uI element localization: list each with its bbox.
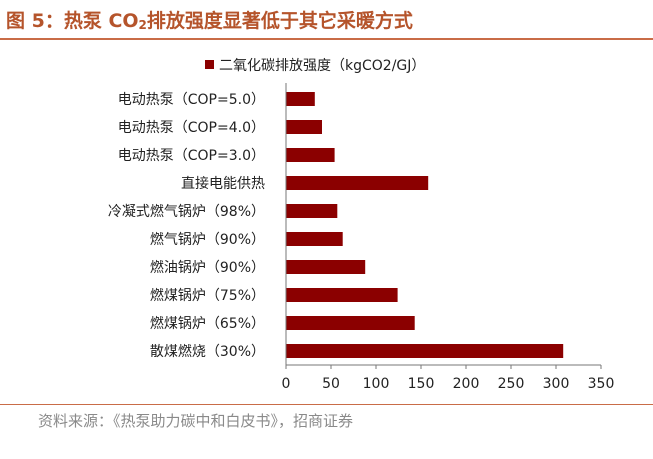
bottom-divider — [0, 404, 653, 405]
bar-7 — [286, 260, 366, 274]
category-labels: 电动热泵（COP=5.0） 电动热泵（COP=4.0） 电动热泵（COP=3.0） 直… — [108, 92, 265, 360]
category-label-3: 电动热泵（COP=3.0） — [118, 148, 265, 164]
x-tick-label-3: 100 — [363, 376, 390, 392]
x-tick-label-5: 200 — [453, 376, 480, 392]
x-tick-label-4: 150 — [408, 376, 435, 392]
legend-swatch — [205, 60, 214, 69]
x-tick-label-1: 0 — [282, 376, 291, 392]
x-axis-ticks: 0 50 100 150 200 250 300 350 — [282, 365, 615, 392]
category-label-2: 电动热泵（COP=4.0） — [118, 120, 265, 136]
category-label-8: 燃煤锅炉（75%） — [150, 287, 265, 304]
figure-title: 图 5：热泵 CO2排放强度显著低于其它采暖方式 — [6, 6, 413, 36]
bar-10 — [286, 344, 564, 358]
category-label-5: 冷凝式燃气锅炉（98%） — [108, 203, 265, 220]
x-tick-label-8: 350 — [588, 376, 615, 392]
bar-4 — [286, 176, 429, 190]
category-label-7: 燃油锅炉（90%） — [150, 259, 265, 276]
category-label-1: 电动热泵（COP=5.0） — [118, 92, 265, 108]
bar-6 — [286, 232, 343, 246]
category-label-4: 直接电能供热 — [181, 175, 265, 192]
top-divider — [0, 38, 653, 40]
bar-2 — [286, 120, 322, 134]
bar-1 — [286, 92, 315, 106]
category-label-9: 燃煤锅炉（65%） — [150, 315, 265, 332]
bar-chart: 二氧化碳排放强度（kgCO2/GJ） 电动热泵（COP=5.0）电动热泵（COP… — [108, 58, 615, 392]
bar-8 — [286, 288, 398, 302]
bar-5 — [286, 204, 338, 218]
bar-3 — [286, 148, 335, 162]
x-tick-label-7: 300 — [543, 376, 570, 392]
category-label-10: 散煤燃烧（30%） — [150, 343, 265, 360]
source-note: 资料来源：《热泵助力碳中和白皮书》，招商证券 — [38, 412, 354, 430]
bars-group — [286, 92, 564, 358]
x-tick-label-6: 250 — [498, 376, 525, 392]
category-label-6: 燃气锅炉（90%） — [150, 231, 265, 248]
x-tick-label-2: 50 — [322, 376, 340, 392]
figure-title-subscript: 2 — [138, 18, 147, 32]
legend-label: 二氧化碳排放强度（kgCO2/GJ） — [219, 58, 425, 74]
chart-legend: 二氧化碳排放强度（kgCO2/GJ） — [205, 58, 425, 74]
figure-title-rest: 排放强度显著低于其它采暖方式 — [146, 10, 413, 32]
figure-title-main: 图 5：热泵 CO — [6, 10, 139, 32]
bar-9 — [286, 316, 415, 330]
